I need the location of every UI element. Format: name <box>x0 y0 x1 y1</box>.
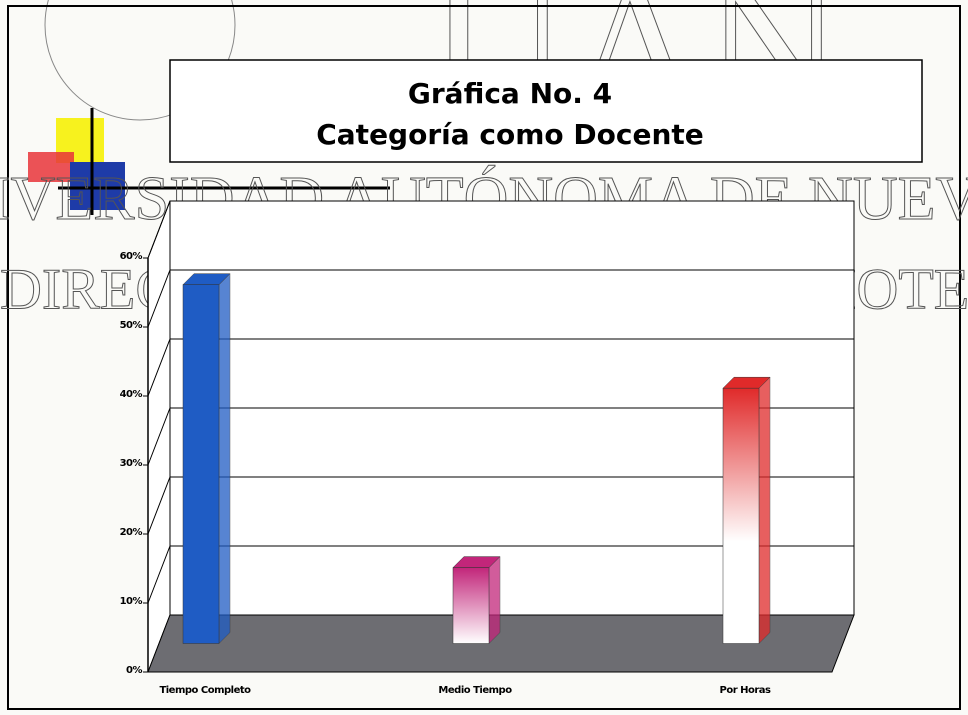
grid-line <box>147 200 854 259</box>
floor <box>147 614 855 673</box>
bar <box>182 273 231 645</box>
frame <box>7 5 961 710</box>
grid-line <box>147 338 854 397</box>
y-tick-label: 40% <box>120 389 143 400</box>
y-tick-label: 20% <box>120 527 143 538</box>
chart-title: Gráfica No. 4 <box>408 77 612 110</box>
watermark-seal <box>44 0 236 121</box>
bar-side <box>218 273 231 645</box>
bar-side <box>488 555 501 645</box>
grid-line <box>147 407 854 466</box>
grid-line <box>147 476 854 535</box>
bar <box>452 555 501 645</box>
y-tick-label: 30% <box>120 458 143 469</box>
chart-subtitle: Categoría como Docente <box>316 118 704 151</box>
y-tick-label: 60% <box>120 251 143 262</box>
logo-red <box>28 152 74 182</box>
x-tick-label: Medio Tiempo <box>438 685 512 696</box>
y-tick-label: 10% <box>120 596 143 607</box>
x-tick-label: Tiempo Completo <box>159 685 251 696</box>
logo-blue <box>70 162 125 210</box>
bar <box>722 376 771 645</box>
x-tick-label: Por Horas <box>720 685 772 696</box>
grid-line <box>147 269 854 328</box>
title-box <box>169 59 923 163</box>
y-tick-label: 50% <box>120 320 143 331</box>
bar-front <box>722 387 760 644</box>
bar-front <box>452 567 490 644</box>
grid-line <box>147 545 854 604</box>
bar-front <box>182 284 220 644</box>
y-tick-label: 0% <box>126 665 142 676</box>
bar-side <box>758 376 771 645</box>
